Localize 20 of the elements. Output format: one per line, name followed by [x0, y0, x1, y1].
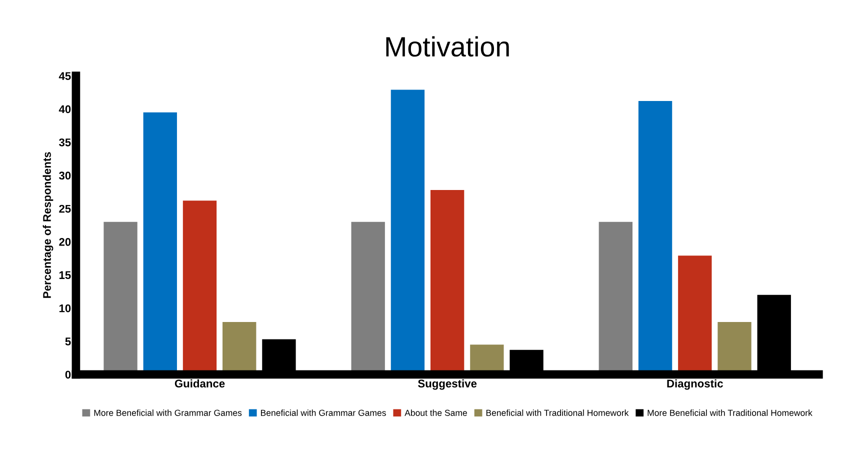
legend-label: More Beneficial with Traditional Homework: [648, 410, 812, 416]
x-tick-label: Guidance: [174, 379, 225, 388]
y-tick-label: 10: [59, 304, 71, 312]
legend-label: Beneficial with Traditional Homework: [486, 410, 629, 416]
y-tick-label: 25: [59, 204, 71, 213]
y-tick-label: 40: [58, 105, 71, 114]
y-tick-label: 35: [58, 138, 71, 146]
legend-label: Beneficial with Grammar Games: [261, 410, 386, 416]
y-tick-label: 0: [65, 370, 71, 379]
legend-label: More Beneficial with Grammar Games: [94, 410, 242, 416]
y-tick-label: 20: [59, 238, 71, 246]
y-tick-label: 30: [58, 172, 71, 180]
chart-title: Motivation: [386, 36, 509, 57]
x-tick-label: Diagnostic: [667, 379, 723, 390]
x-tick-label: Suggestive: [418, 379, 477, 390]
legend-label: About the Same: [404, 410, 467, 416]
y-tick-label: 15: [59, 271, 71, 280]
y-tick-label: 5: [65, 338, 71, 346]
y-tick-label: 45: [58, 72, 71, 80]
y-axis-title: Percentage of Respondents: [42, 152, 54, 298]
